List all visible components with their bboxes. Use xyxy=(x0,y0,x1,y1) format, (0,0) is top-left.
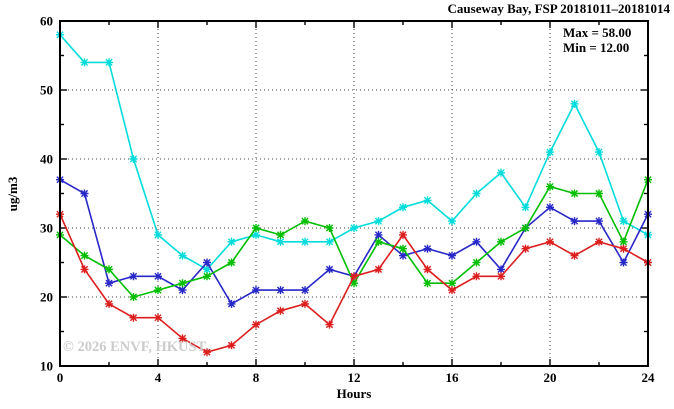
y-axis-label: ug/m3 xyxy=(5,176,20,211)
x-tick-label: 4 xyxy=(155,370,162,385)
y-tick-label: 30 xyxy=(40,221,53,236)
y-tick-label: 20 xyxy=(40,290,53,305)
y-tick-label: 40 xyxy=(40,152,53,167)
y-tick-label: 10 xyxy=(40,359,53,374)
y-tick-label: 60 xyxy=(40,14,53,29)
max-value-label: Max = 58.00 xyxy=(563,25,631,40)
x-tick-label: 12 xyxy=(348,370,361,385)
y-tick-label: 50 xyxy=(40,83,53,98)
x-tick-label: 16 xyxy=(446,370,460,385)
x-axis-label: Hours xyxy=(337,386,372,401)
x-tick-label: 8 xyxy=(253,370,260,385)
x-tick-label: 0 xyxy=(57,370,64,385)
x-tick-label: 24 xyxy=(642,370,656,385)
plot-border xyxy=(59,20,649,367)
min-value-label: Min = 12.00 xyxy=(563,40,629,55)
chart-title: Causeway Bay, FSP 20181011–20181014 xyxy=(448,1,671,16)
watermark: © 2026 ENVF, HKUST xyxy=(63,339,207,355)
x-tick-label: 20 xyxy=(544,370,557,385)
plot-area: 0 4 8 12 16 20 24 10 20 30 40 50 60 xyxy=(40,14,655,386)
